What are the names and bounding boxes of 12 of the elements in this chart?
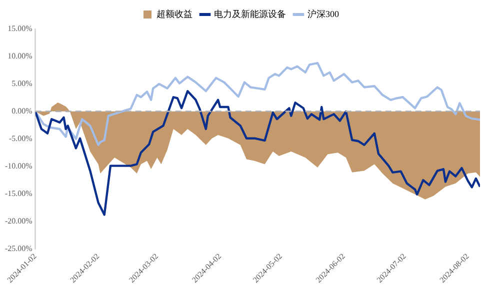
y-tick-label: -20.00% xyxy=(5,216,33,226)
legend-label: 沪深300 xyxy=(308,8,340,19)
legend-label: 超额收益 xyxy=(156,8,192,19)
y-tick-label: 5.00% xyxy=(12,79,33,88)
y-tick-label: -10.00% xyxy=(5,161,33,170)
y-tick-label: -25.00% xyxy=(5,244,33,253)
y-tick-label: -15.00% xyxy=(5,188,33,198)
y-tick-label: 15.00% xyxy=(8,24,33,34)
y-tick-label: 0.00% xyxy=(12,106,33,116)
y-tick-label: -5.00% xyxy=(9,134,33,143)
legend-label: 电力及新能源设备 xyxy=(214,8,286,19)
y-tick-label: 10.00% xyxy=(8,52,33,61)
